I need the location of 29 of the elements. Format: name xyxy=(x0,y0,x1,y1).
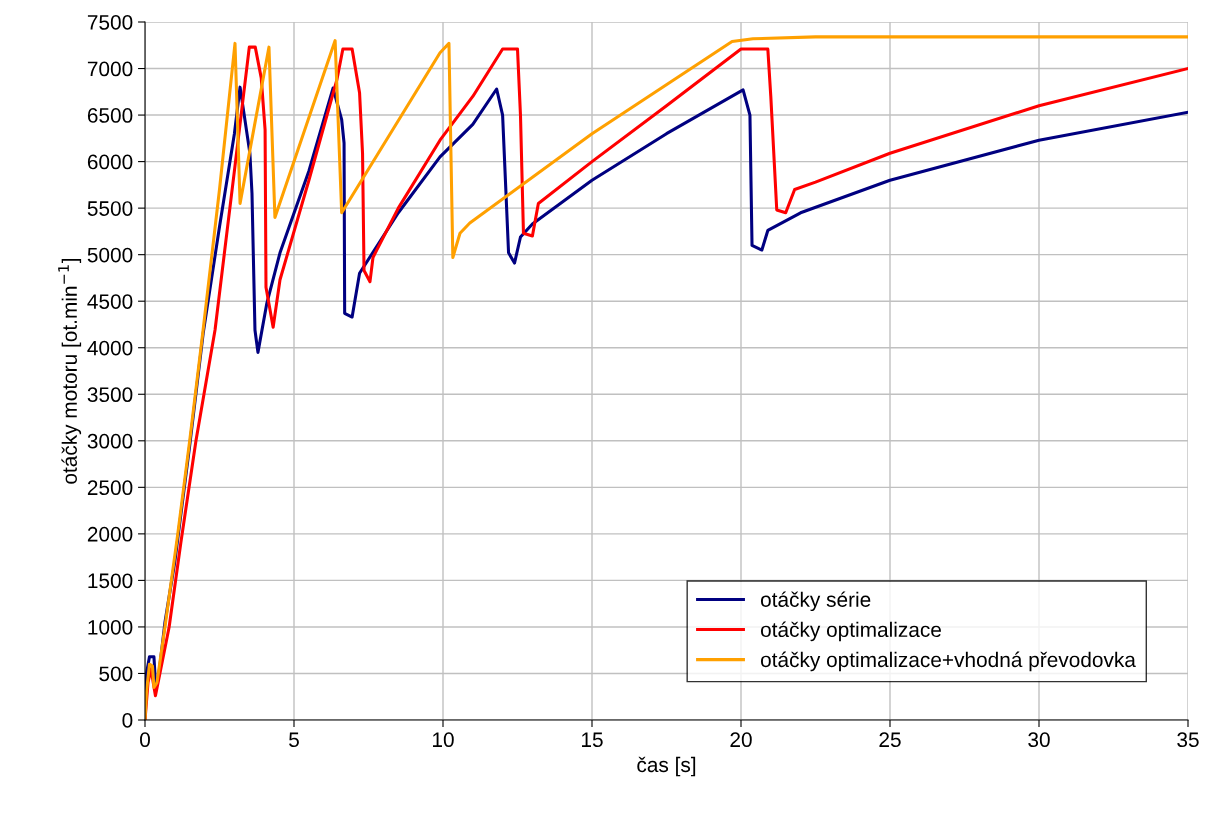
legend-label: otáčky optimalizace xyxy=(760,621,941,642)
x-tick-label: 0 xyxy=(140,732,150,748)
y-axis-title: otáčky motoru [ot.min$^{−1}$] xyxy=(58,258,82,484)
x-tick-label: 10 xyxy=(433,732,454,748)
y-tick-label: 4000 xyxy=(87,340,133,356)
y-tick-label: 1500 xyxy=(88,573,133,589)
x-axis-title: čas [s] xyxy=(637,756,696,777)
x-tick-label: 15 xyxy=(582,732,603,748)
y-tick-label: 2500 xyxy=(87,480,133,496)
y-tick-label: 2000 xyxy=(87,526,133,542)
y-tick-label: 6000 xyxy=(87,154,133,170)
y-tick-label: 7000 xyxy=(87,61,133,77)
y-tick-label: 3000 xyxy=(87,433,133,449)
x-tick-label: 30 xyxy=(1028,732,1050,748)
y-tick-label: 3500 xyxy=(87,387,133,403)
x-tick-label: 25 xyxy=(879,732,901,748)
y-tick-label: 6500 xyxy=(87,108,133,123)
x-tick-label: 35 xyxy=(1177,732,1199,748)
y-tick-label: 0 xyxy=(122,713,133,728)
x-tick-label: 20 xyxy=(730,732,752,748)
y-tick-label: 7500 xyxy=(87,15,133,30)
y-tick-label: 4500 xyxy=(87,294,133,309)
legend-label: otáčky série xyxy=(760,591,871,612)
y-tick-label: 5000 xyxy=(87,247,133,263)
y-tick-label: 5500 xyxy=(87,201,133,216)
y-tick-label: 1000 xyxy=(88,619,133,635)
y-tick-label: 500 xyxy=(99,666,133,682)
legend-label: otáčky optimalizace+vhodná převodovka xyxy=(760,651,1136,672)
x-tick-label: 5 xyxy=(289,732,299,748)
